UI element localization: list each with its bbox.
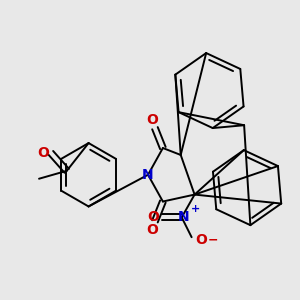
Text: O: O [37,146,49,160]
Text: O: O [196,233,208,247]
Text: O: O [147,210,159,224]
Text: O: O [146,113,158,127]
Text: +: + [191,204,200,214]
Text: O: O [146,223,158,237]
Text: N: N [178,210,190,224]
Text: −: − [208,234,219,247]
Text: N: N [142,168,154,182]
